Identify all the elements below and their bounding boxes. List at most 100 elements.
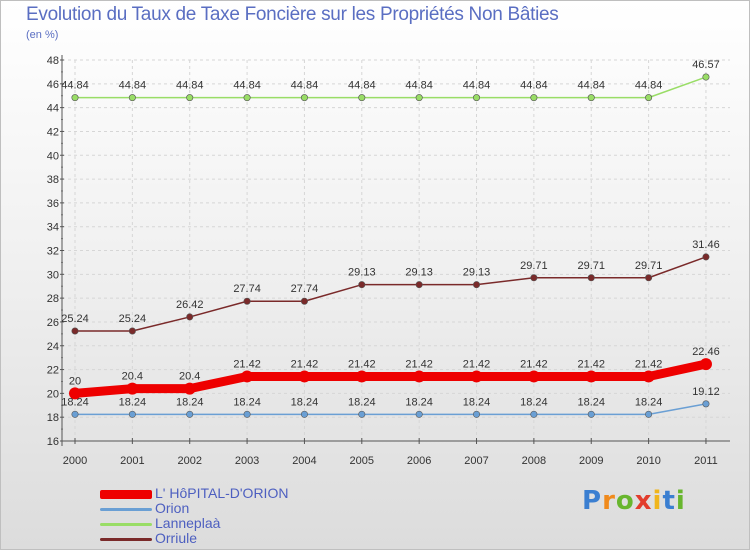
data-point [702,400,710,408]
data-label: 29.71 [635,260,663,272]
data-point [186,313,194,321]
data-label: 25.24 [119,313,147,325]
data-point [358,410,366,418]
data-label: 44.84 [463,80,491,92]
legend-item-orriule: Orriule [100,530,360,547]
data-label: 44.84 [291,80,319,92]
data-point [645,410,653,418]
data-point [358,94,366,102]
data-label: 29.71 [577,260,605,272]
data-label: 18.24 [520,396,548,408]
data-point [71,410,79,418]
logo-letter: i [652,486,663,516]
x-tick-label: 2007 [464,455,488,467]
labels-layer: 18.24 18.24 18.24 18.24 18.24 18.24 18.24 18.24… [61,59,719,408]
logo-letter: P [582,486,603,516]
data-point [243,297,251,305]
x-tick-label: 2008 [522,455,546,467]
logo-letter: t [662,486,676,516]
data-label: 29.13 [463,267,491,279]
data-point [470,370,483,383]
data-label: 44.84 [348,80,376,92]
chart-title: Evolution du Taux de Taxe Foncière sur l… [26,4,559,25]
data-label: 18.24 [405,396,433,408]
data-label: 20 [69,375,81,387]
data-point [702,73,710,81]
data-label: 18.24 [463,396,491,408]
data-label: 21.42 [291,358,319,370]
data-label: 21.42 [348,358,376,370]
y-tick-label: 44 [47,103,59,115]
y-tick-label: 18 [47,412,59,424]
logo-letter: i [675,486,686,516]
y-tick-label: 46 [47,79,59,91]
data-point [300,94,308,102]
data-label: 29.71 [520,260,548,272]
data-point [587,94,595,102]
data-point [473,94,481,102]
data-point [699,358,712,371]
legend-label-lanneplaa: Lanneplaà [155,515,221,531]
data-point [702,253,710,261]
data-label: 18.24 [119,396,147,408]
legend-swatch-orriule [100,538,152,541]
y-tick-label: 30 [47,269,59,281]
data-point [300,410,308,418]
data-point [355,370,368,383]
data-label: 19.12 [692,386,720,398]
x-tick-label: 2002 [177,455,201,467]
legend-item-lanneplaa: Lanneplaà [100,515,360,532]
data-point [645,94,653,102]
data-label: 31.46 [692,239,720,251]
x-tick-label: 2000 [63,455,87,467]
data-label: 21.42 [635,358,663,370]
data-label: 18.24 [233,396,261,408]
x-tick-label: 2006 [407,455,431,467]
y-tick-label: 36 [47,198,59,210]
data-point [183,382,196,395]
data-label: 44.84 [119,80,147,92]
series-line [74,256,707,332]
data-point [186,94,194,102]
data-point [413,370,426,383]
data-label: 29.13 [405,267,433,279]
data-point [415,281,423,289]
legend-label-orriule: Orriule [155,530,198,546]
y-tick-label: 42 [47,126,59,138]
data-point [128,410,136,418]
logo-letter: r [602,486,616,516]
data-label: 29.13 [348,267,376,279]
grid-layer [62,59,730,442]
data-point [415,410,423,418]
y-tick-label: 24 [47,341,59,353]
data-point [69,387,81,400]
legend-item-hopital: L' HôPITAL-D'ORION [100,485,360,502]
data-point [241,370,254,383]
data-point [126,382,139,395]
data-point [527,370,540,383]
data-point [71,327,79,335]
data-point [243,94,251,102]
data-label: 18.24 [176,396,204,408]
x-tick-label: 2001 [120,455,144,467]
y-tick-label: 16 [47,436,59,448]
data-point [530,94,538,102]
data-point [530,274,538,282]
data-label: 25.24 [61,313,89,325]
data-point [300,297,308,305]
data-label: 20.4 [179,371,200,383]
x-tick-label: 2005 [350,455,374,467]
series-line [70,359,711,398]
y-tick-label: 34 [47,222,59,234]
data-point [587,410,595,418]
data-point [243,410,251,418]
y-tick-label: 28 [47,293,59,305]
y-tick-label: 26 [47,317,59,329]
series-line [74,76,707,99]
data-point [645,274,653,282]
data-point [473,281,481,289]
legend-item-orion: Orion [100,500,360,517]
y-tick-label: 32 [47,246,59,258]
data-label: 22.46 [692,346,720,358]
